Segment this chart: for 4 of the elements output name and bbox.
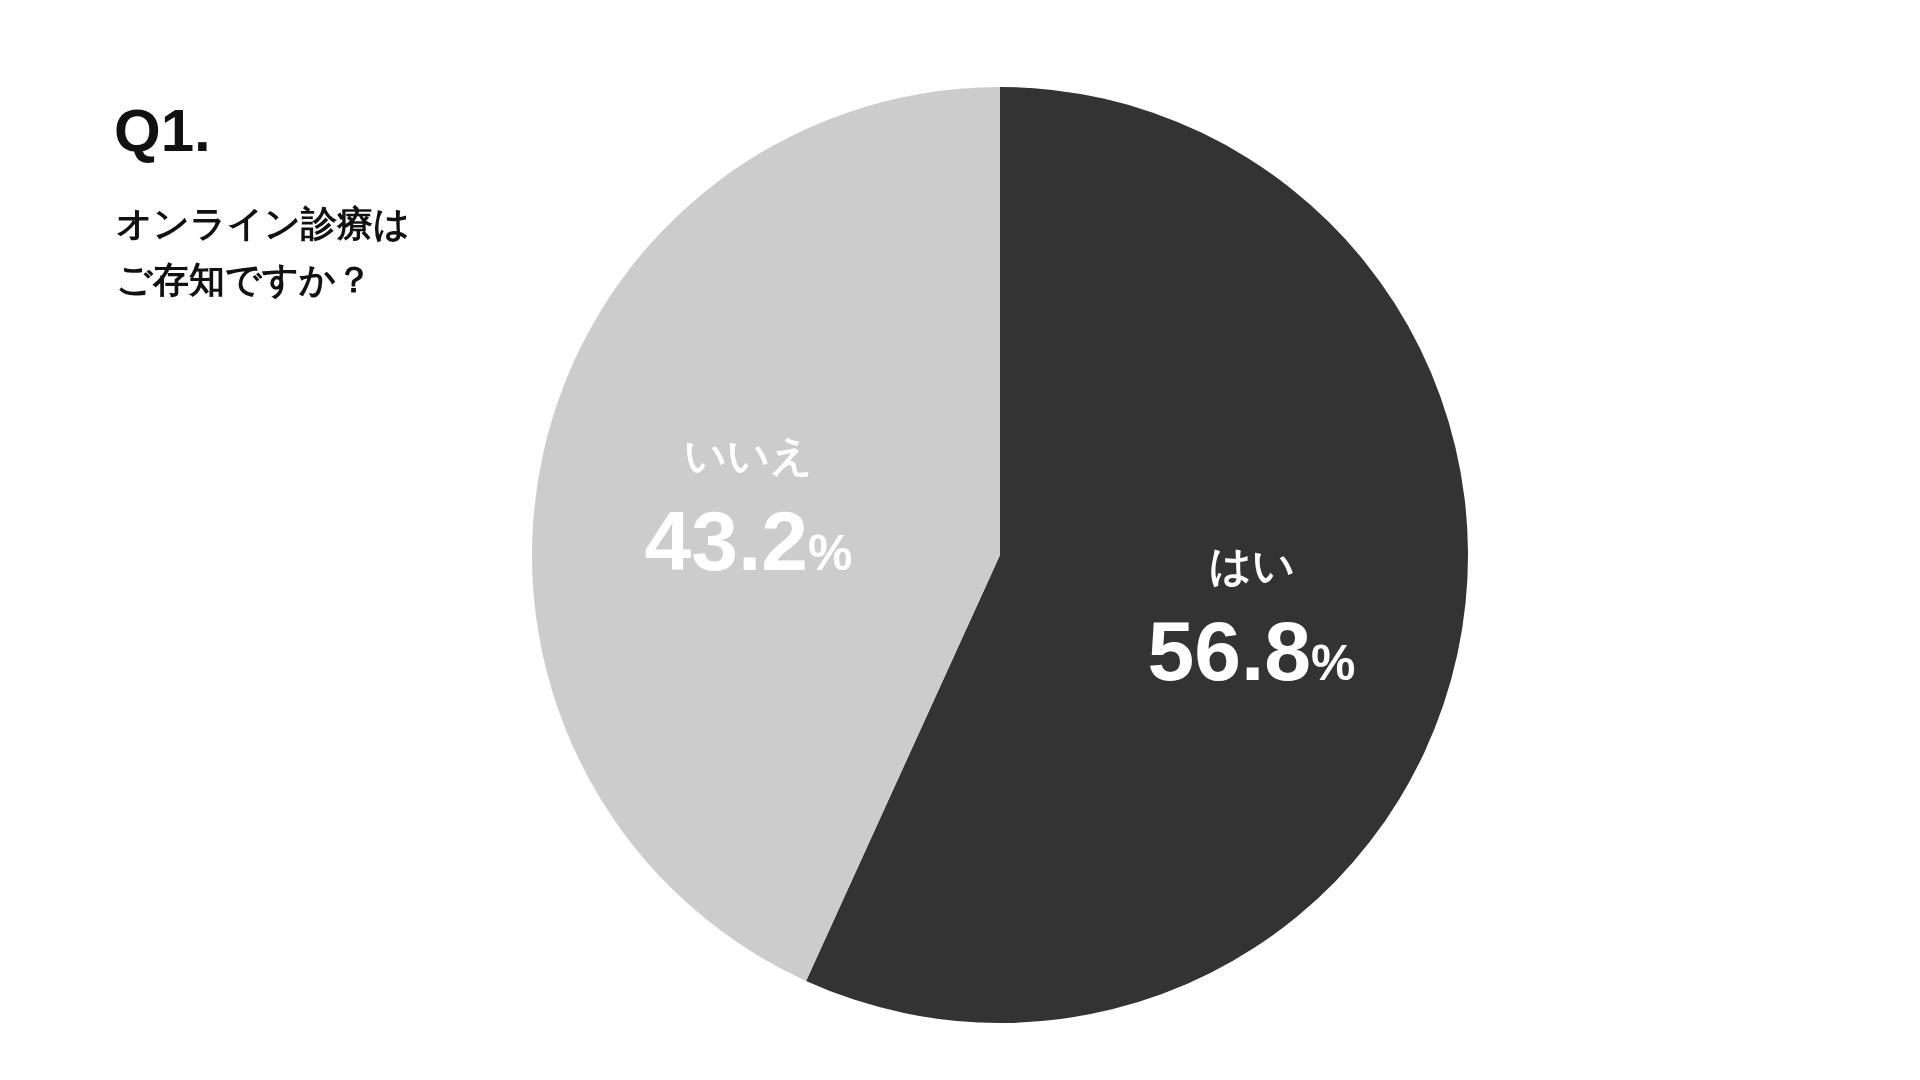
chart-title: Q1. <box>114 96 211 165</box>
text: オンライン診療はご存知ですか？ <box>116 202 411 302</box>
data-label: 56.8% <box>1147 603 1356 698</box>
slice-label: はい <box>1208 540 1295 590</box>
